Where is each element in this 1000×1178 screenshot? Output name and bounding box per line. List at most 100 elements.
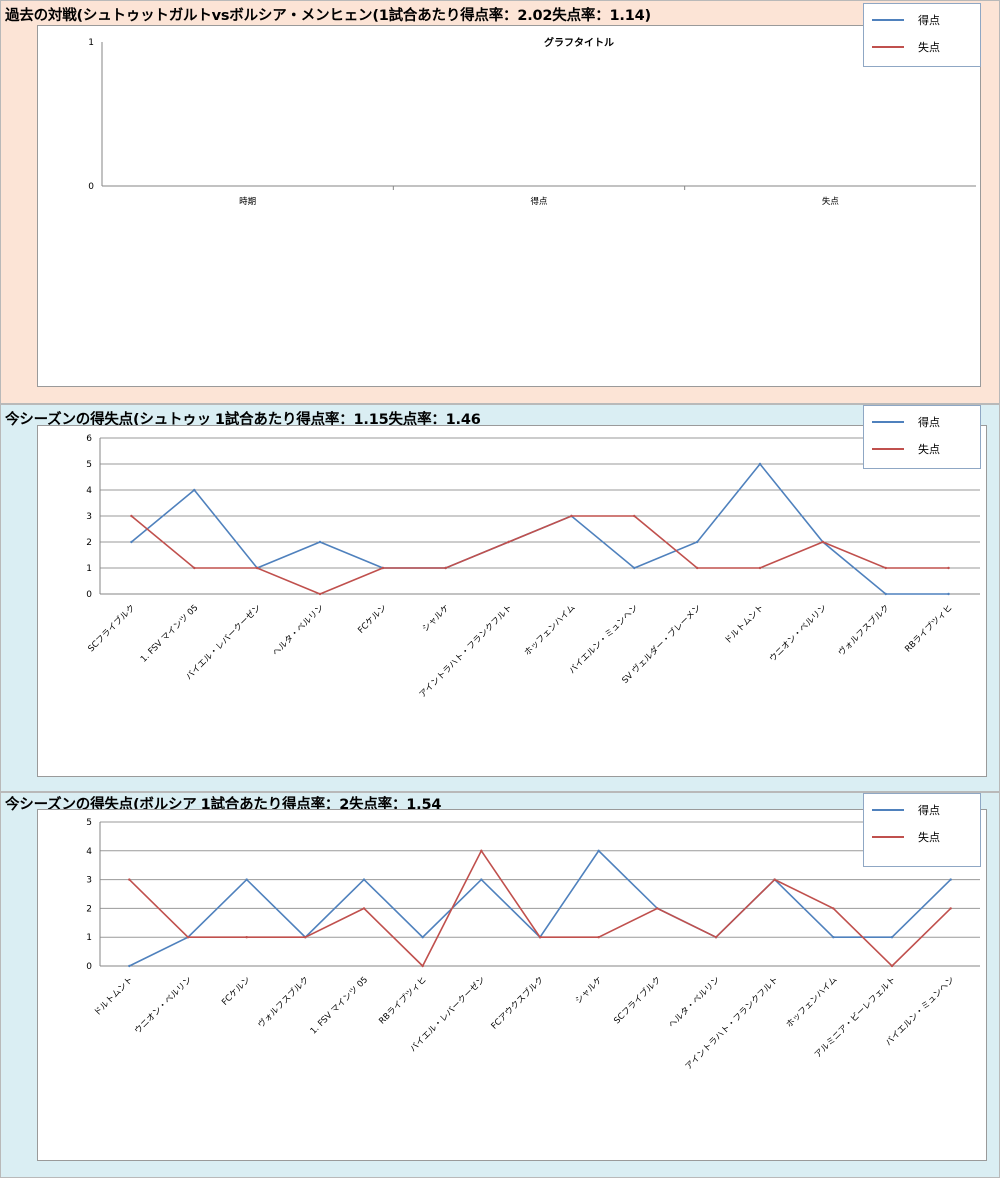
y-tick-label: 0 (88, 182, 94, 192)
data-point (695, 566, 699, 570)
chart-title: グラフタイトル (544, 36, 614, 49)
data-point (821, 540, 825, 544)
x-tick-label: 失点 (822, 196, 840, 207)
data-point (186, 936, 190, 939)
data-point (362, 878, 366, 881)
data-point (193, 488, 196, 492)
legend-label: 得点 (918, 14, 940, 27)
data-point (480, 878, 483, 881)
y-tick-label: 0 (86, 590, 92, 600)
panel-title: 過去の対戦(シュトゥットガルトvsボルシア・メンヒェン(1試合あたり得点率：2.… (5, 8, 651, 24)
x-tick-label: ヴォルフスブルク (836, 602, 892, 658)
data-point (949, 878, 952, 881)
data-point (832, 907, 835, 910)
x-tick-label: ホッフェンハイム (523, 603, 578, 658)
data-point (947, 592, 950, 596)
y-tick-label: 3 (86, 876, 92, 886)
data-point (758, 566, 762, 570)
legend-label: 得点 (918, 804, 940, 817)
legend[interactable]: 得点 失点 (863, 405, 981, 469)
data-point (421, 964, 424, 968)
data-point (773, 878, 776, 881)
data-point (421, 936, 424, 939)
x-tick-label: RBライプツィヒ (377, 975, 428, 1026)
x-tick-label: ウニオン・ベルリン (133, 975, 194, 1036)
x-tick-label: ヘルタ・ベルリン (667, 975, 722, 1030)
data-point (507, 540, 510, 544)
chart-area[interactable]: 0 1 2 3 4 5 ドルトムント ウニオン・ベルリン FCケルン ヴォルフスブルク 1. FSV… (37, 809, 987, 1161)
legend[interactable]: 得点 失点 (863, 793, 981, 867)
legend-label: 失点 (918, 443, 940, 456)
data-point (193, 566, 196, 570)
data-point (890, 964, 894, 968)
past-matchups-panel: 過去の対戦(シュトゥットガルトvsボルシア・メンヒェン(1試合あたり得点率：2.… (0, 0, 1000, 404)
x-tick-label: シャルケ (421, 603, 452, 634)
x-tick-label: 得点 (530, 196, 548, 207)
y-tick-label: 5 (86, 818, 92, 828)
y-tick-label: 6 (86, 434, 92, 444)
x-tick-label: FCケルン (356, 603, 389, 636)
legend-label: 失点 (918, 41, 940, 54)
chart-area[interactable]: 0 1 グラフタイトル 時期 得点 失点 (37, 25, 981, 387)
data-point (633, 566, 636, 570)
x-tick-label: 1. FSV マインツ 05 (309, 975, 371, 1037)
data-point (597, 849, 600, 852)
data-point (884, 566, 887, 570)
data-point (381, 566, 385, 570)
data-point (758, 462, 762, 466)
legend-label: 失点 (918, 831, 940, 844)
x-tick-label: FCアウクスブルク (489, 974, 546, 1031)
x-tick-label: ドルトムント (723, 603, 766, 646)
y-tick-label: 4 (86, 486, 92, 496)
x-tick-label: バイエルン・ミュンヘン (567, 603, 640, 676)
data-point (318, 592, 322, 596)
y-tick-label: 4 (86, 847, 92, 857)
x-tick-label: RBライプツィヒ (903, 603, 954, 654)
data-point (884, 592, 887, 596)
y-tick-label: 1 (86, 933, 92, 943)
data-point (890, 936, 894, 939)
data-point (695, 540, 699, 544)
data-point (947, 566, 950, 570)
y-tick-label: 2 (86, 904, 92, 914)
data-point (570, 514, 573, 518)
chart-area[interactable]: 0 1 2 3 4 5 6 SCフライブルク 1. FSV マインツ 05 バイエル・レバークーゼ… (37, 425, 987, 777)
data-point (538, 936, 542, 939)
x-tick-label: ウニオン・ベルリン (768, 603, 829, 664)
data-point (255, 566, 259, 570)
x-tick-label: ドルトムント (92, 975, 135, 1018)
data-point (130, 514, 133, 518)
data-point (245, 878, 248, 881)
data-point (128, 878, 131, 881)
y-tick-label: 1 (86, 564, 92, 574)
legend[interactable]: 得点 失点 (863, 3, 981, 67)
data-point (656, 907, 659, 910)
data-point (949, 907, 952, 910)
legend-label: 得点 (918, 416, 940, 429)
x-tick-label: SCフライブルク (86, 602, 138, 654)
data-point (714, 936, 718, 939)
y-tick-label: 3 (86, 512, 92, 522)
data-point (832, 936, 835, 939)
data-point (597, 936, 600, 939)
data-point (633, 514, 636, 518)
data-point (130, 540, 133, 544)
data-point (480, 849, 483, 852)
data-point (128, 964, 131, 968)
x-tick-label: ヴォルフスブルク (256, 974, 312, 1030)
x-tick-label: シャルケ (574, 975, 605, 1006)
x-tick-label: 1. FSV マインツ 05 (139, 603, 201, 665)
y-tick-label: 5 (86, 460, 92, 470)
stuttgart-season-panel: 今シーズンの得失点(シュトゥッ 1試合あたり得点率：1.15失点率：1.46 0 1… (0, 404, 1000, 792)
data-point (304, 936, 307, 939)
x-tick-label: FCケルン (220, 975, 253, 1008)
data-point (245, 936, 248, 939)
x-tick-label: アイントラハト・フランクフルト (684, 975, 781, 1072)
y-tick-label: 0 (86, 962, 92, 972)
data-point (318, 540, 322, 544)
x-tick-label: ヘルタ・ベルリン (271, 603, 326, 658)
